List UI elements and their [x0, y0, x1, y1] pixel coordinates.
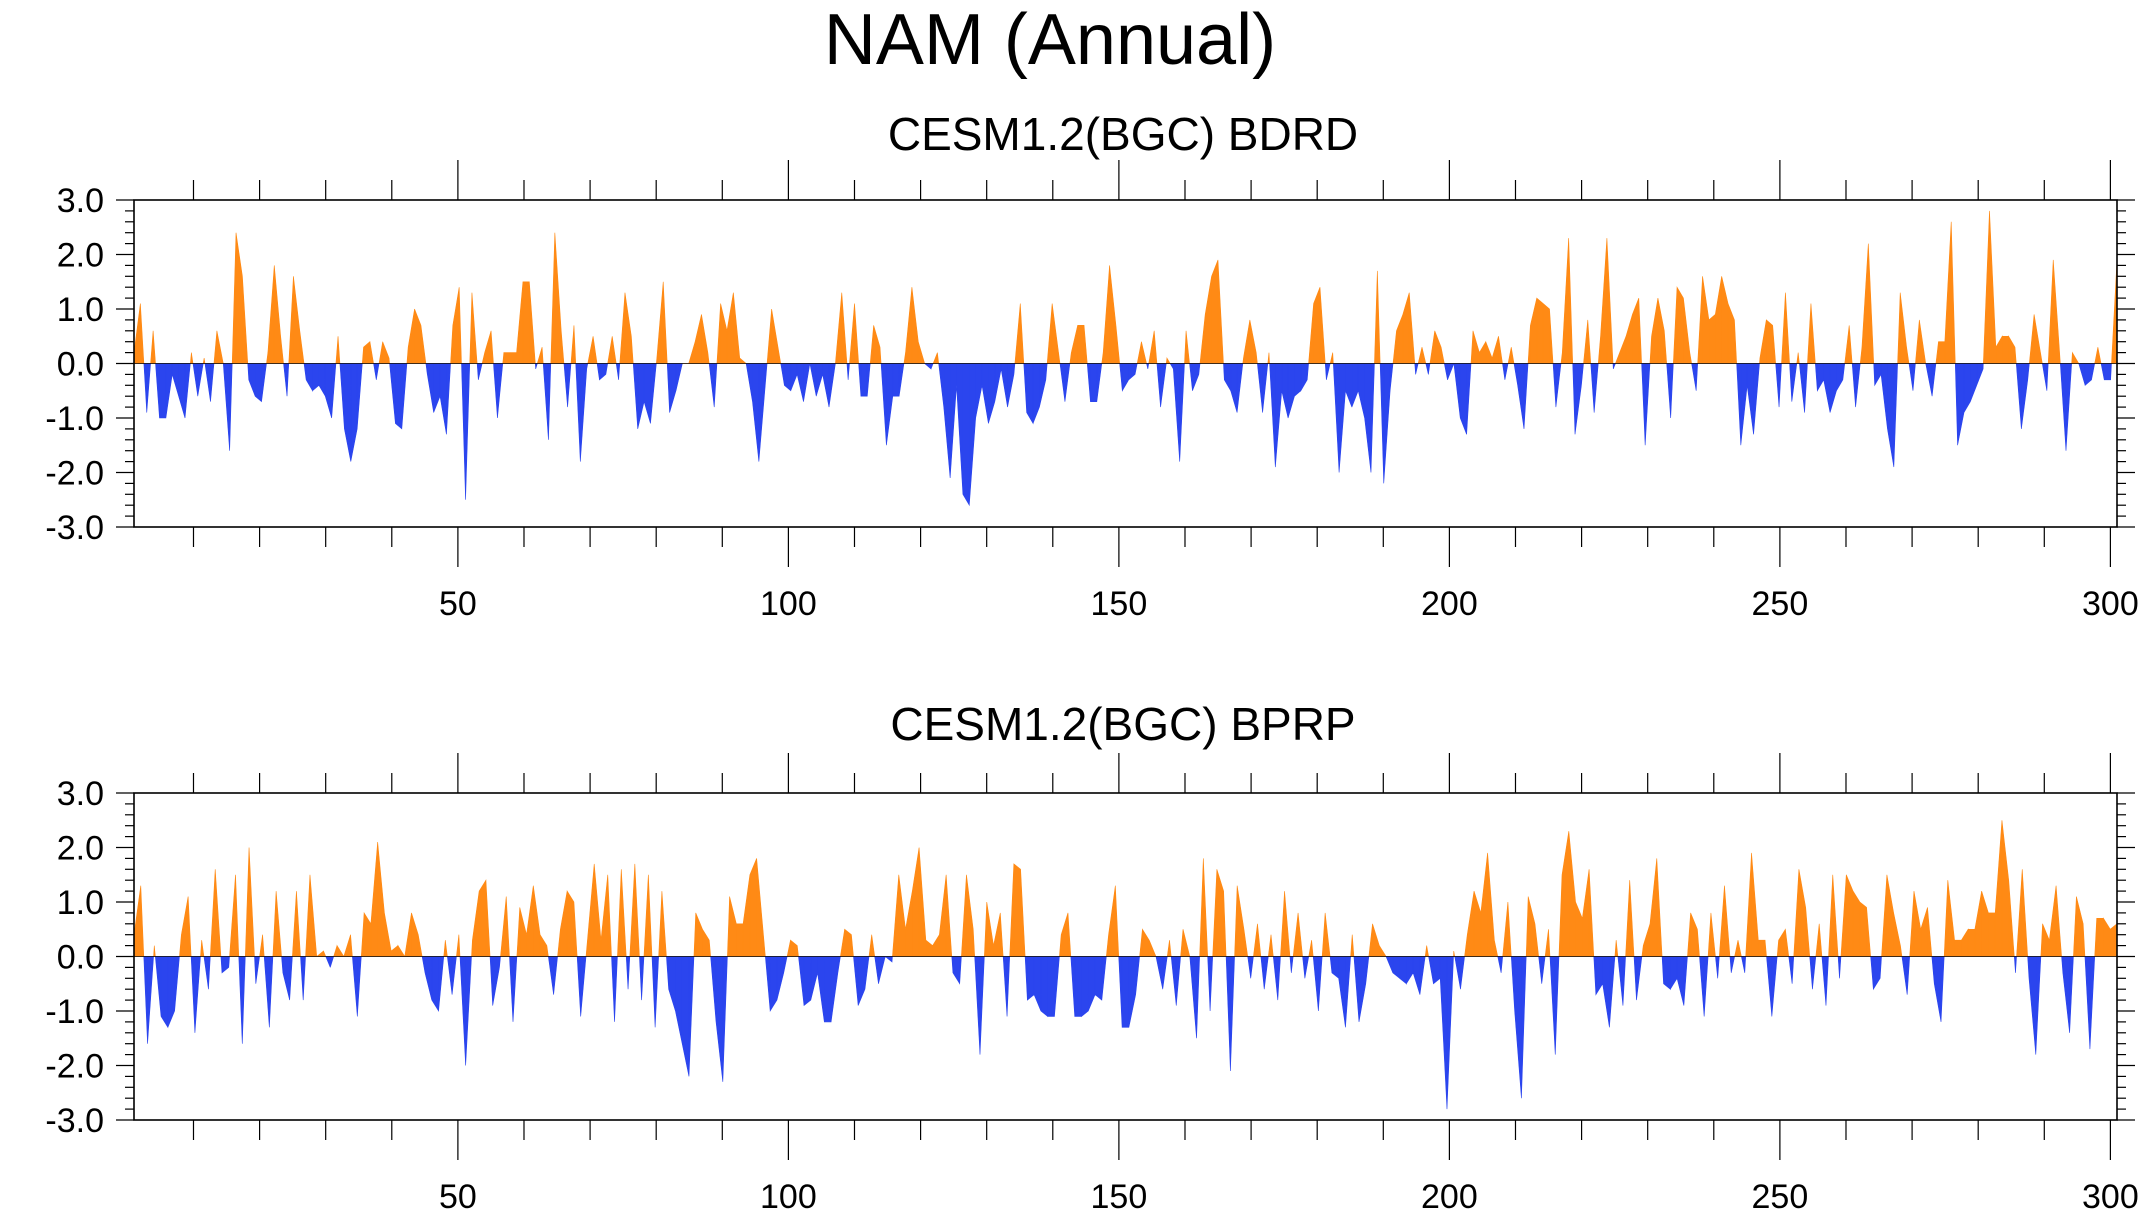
- y-tick-label: 3.0: [57, 775, 104, 813]
- y-tick-label: -3.0: [45, 1102, 104, 1140]
- y-tick-label: 2.0: [57, 830, 104, 868]
- y-tick-label: -1.0: [45, 993, 104, 1031]
- y-tick-label: -3.0: [45, 509, 104, 547]
- y-tick-label: 1.0: [57, 884, 104, 922]
- x-tick-label: 250: [1752, 585, 1809, 623]
- y-tick-label: 2.0: [57, 237, 104, 275]
- panel-title-bdrd: CESM1.2(BGC) BDRD: [888, 108, 1358, 160]
- y-tick-label: 0.0: [57, 346, 104, 384]
- chart-panel-bprp: CESM1.2(BGC) BPRP -3.0 -2.0 -1.0 0.0 1.0 2.0 3…: [45, 698, 2138, 1216]
- positive-anomaly-fill: [133, 210, 2118, 364]
- x-tick-label: 250: [1752, 1178, 1809, 1216]
- x-tick-label: 150: [1091, 1178, 1148, 1216]
- positive-anomaly-fill: [133, 820, 2118, 957]
- y-tick-label: -2.0: [45, 1048, 104, 1086]
- chart-panel-bdrd: CESM1.2(BGC) BDRD -3.0 -2.0 -1.0 0.0 1.0 2.0 3…: [45, 108, 2138, 623]
- negative-anomaly-fill: [143, 363, 2112, 507]
- x-tick-label: 150: [1091, 585, 1148, 623]
- x-tick-label: 100: [760, 1178, 817, 1216]
- y-tick-label: -1.0: [45, 400, 104, 438]
- y-tick-label: 0.0: [57, 939, 104, 977]
- x-tick-label: 300: [2082, 1178, 2139, 1216]
- x-tick-label: 100: [760, 585, 817, 623]
- negative-anomaly-fill: [143, 956, 2096, 1110]
- x-tick-label: 200: [1421, 1178, 1478, 1216]
- x-tick-label: 300: [2082, 585, 2139, 623]
- figure-title: NAM (Annual): [823, 0, 1277, 80]
- panel-title-bprp: CESM1.2(BGC) BPRP: [890, 698, 1355, 750]
- y-tick-label: -2.0: [45, 455, 104, 493]
- y-tick-label: 3.0: [57, 182, 104, 220]
- y-tick-label: 1.0: [57, 291, 104, 329]
- x-tick-label: 50: [439, 1178, 477, 1216]
- x-tick-label: 200: [1421, 585, 1478, 623]
- x-tick-label: 50: [439, 585, 477, 623]
